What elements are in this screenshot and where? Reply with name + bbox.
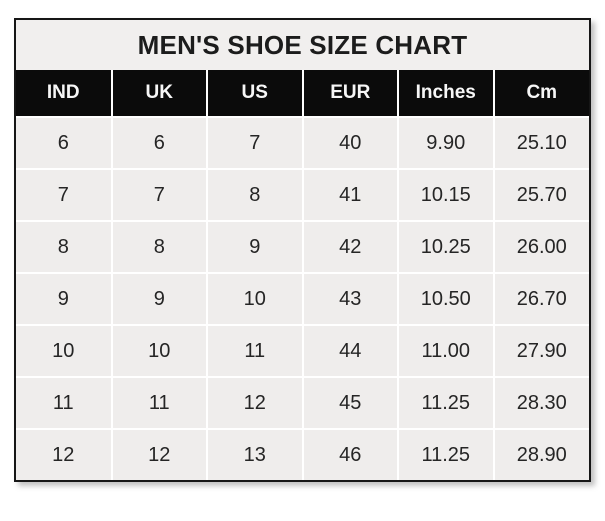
table-row: 6 6 7 40 9.90 25.10 — [16, 116, 589, 170]
table-cell: 41 — [301, 168, 399, 222]
table-cell: 40 — [301, 116, 399, 170]
table-cell: 10.50 — [397, 272, 495, 326]
table-cell: 10.15 — [397, 168, 495, 222]
header-cell-eur: EUR — [301, 70, 399, 118]
table-cell: 13 — [206, 428, 304, 480]
table-cell: 12 — [110, 428, 208, 480]
table-cell: 45 — [301, 376, 399, 430]
table-cell: 11 — [16, 376, 113, 430]
table-cell: 10 — [110, 324, 208, 378]
table-cell: 28.30 — [492, 376, 589, 430]
table-cell: 11.00 — [397, 324, 495, 378]
table-row: 10 10 11 44 11.00 27.90 — [16, 324, 589, 378]
table-row: 9 9 10 43 10.50 26.70 — [16, 272, 589, 326]
table-cell: 42 — [301, 220, 399, 274]
table-cell: 10 — [16, 324, 113, 378]
table-cell: 11 — [110, 376, 208, 430]
table-cell: 44 — [301, 324, 399, 378]
table-cell: 26.00 — [492, 220, 589, 274]
header-cell-cm: Cm — [492, 70, 589, 118]
table-cell: 26.70 — [492, 272, 589, 326]
table-cell: 10 — [206, 272, 304, 326]
shoe-size-chart: MEN'S SHOE SIZE CHART IND UK US EUR Inch… — [14, 18, 591, 482]
table-cell: 7 — [206, 116, 304, 170]
table-cell: 9 — [110, 272, 208, 326]
header-cell-ind: IND — [16, 70, 113, 118]
table-cell: 25.70 — [492, 168, 589, 222]
header-cell-us: US — [206, 70, 304, 118]
table-cell: 10.25 — [397, 220, 495, 274]
table-cell: 28.90 — [492, 428, 589, 480]
table-cell: 6 — [16, 116, 113, 170]
table-cell: 27.90 — [492, 324, 589, 378]
table-cell: 12 — [206, 376, 304, 430]
table-cell: 25.10 — [492, 116, 589, 170]
table-cell: 8 — [206, 168, 304, 222]
table-cell: 11.25 — [397, 376, 495, 430]
table-cell: 9 — [206, 220, 304, 274]
table-row: 12 12 13 46 11.25 28.90 — [16, 428, 589, 480]
header-cell-inches: Inches — [397, 70, 495, 118]
table-cell: 6 — [110, 116, 208, 170]
table-row: 11 11 12 45 11.25 28.30 — [16, 376, 589, 430]
table-cell: 11.25 — [397, 428, 495, 480]
table-cell: 11 — [206, 324, 304, 378]
table-cell: 7 — [110, 168, 208, 222]
table-cell: 7 — [16, 168, 113, 222]
table-cell: 8 — [16, 220, 113, 274]
table-cell: 43 — [301, 272, 399, 326]
table-row: 7 7 8 41 10.15 25.70 — [16, 168, 589, 222]
header-cell-uk: UK — [110, 70, 208, 118]
table-cell: 8 — [110, 220, 208, 274]
table-cell: 9 — [16, 272, 113, 326]
table-cell: 9.90 — [397, 116, 495, 170]
table-row: 8 8 9 42 10.25 26.00 — [16, 220, 589, 274]
table-cell: 46 — [301, 428, 399, 480]
table-cell: 12 — [16, 428, 113, 480]
chart-title: MEN'S SHOE SIZE CHART — [16, 20, 589, 70]
size-table: IND UK US EUR Inches Cm 6 6 7 40 9.90 25… — [16, 70, 589, 480]
header-row: IND UK US EUR Inches Cm — [16, 70, 589, 118]
